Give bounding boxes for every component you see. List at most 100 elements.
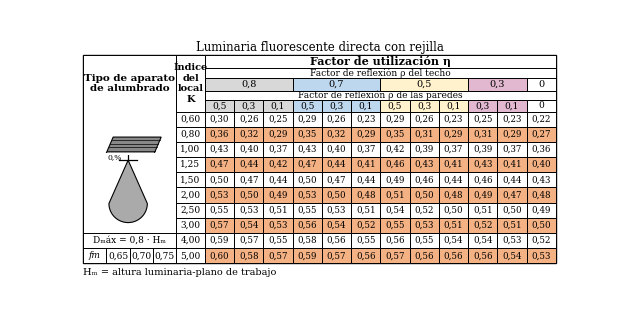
Bar: [351, 112, 381, 127]
Bar: [234, 218, 263, 233]
Text: 0,40: 0,40: [327, 145, 346, 154]
Text: 0,46: 0,46: [414, 175, 434, 184]
Bar: [498, 142, 527, 157]
Text: 0,3: 0,3: [417, 101, 432, 110]
Text: 0,43: 0,43: [210, 145, 229, 154]
Text: 0,56: 0,56: [385, 236, 405, 245]
Text: 0,39: 0,39: [473, 145, 493, 154]
Bar: [322, 233, 351, 248]
Bar: [410, 127, 439, 142]
Text: 1,25: 1,25: [180, 160, 200, 169]
Text: 0,30: 0,30: [210, 115, 230, 124]
Bar: [205, 218, 234, 233]
Text: 0,54: 0,54: [503, 251, 522, 260]
Text: 0,58: 0,58: [297, 236, 317, 245]
Text: 0,48: 0,48: [531, 190, 551, 199]
Bar: [322, 142, 351, 157]
Bar: [468, 187, 498, 202]
Text: 0,51: 0,51: [385, 190, 405, 199]
Text: 0,27: 0,27: [532, 130, 551, 139]
Text: 0,55: 0,55: [356, 236, 376, 245]
Bar: [322, 127, 351, 142]
Text: 0,52: 0,52: [473, 221, 493, 230]
Text: 0,53: 0,53: [210, 190, 229, 199]
Text: 0,54: 0,54: [385, 206, 405, 215]
Bar: [410, 202, 439, 218]
Bar: [381, 233, 410, 248]
Text: 0,48: 0,48: [443, 190, 463, 199]
Text: 0,55: 0,55: [210, 206, 230, 215]
Text: 0,53: 0,53: [297, 190, 317, 199]
Text: 0,49: 0,49: [473, 190, 493, 199]
Bar: [234, 248, 263, 263]
Bar: [234, 172, 263, 187]
Text: 0,5: 0,5: [388, 101, 402, 110]
Bar: [292, 233, 322, 248]
Bar: [205, 248, 234, 263]
Bar: [468, 127, 498, 142]
Bar: [527, 233, 556, 248]
Text: 0,43: 0,43: [532, 175, 551, 184]
Text: 0,65: 0,65: [108, 251, 128, 260]
Bar: [498, 100, 527, 112]
Bar: [498, 187, 527, 202]
Bar: [410, 187, 439, 202]
Bar: [351, 142, 381, 157]
Text: 0,43: 0,43: [415, 160, 434, 169]
Bar: [381, 202, 410, 218]
Bar: [439, 218, 468, 233]
Bar: [527, 142, 556, 157]
Text: 0,51: 0,51: [268, 206, 288, 215]
Text: 0,50: 0,50: [502, 206, 522, 215]
Bar: [205, 91, 556, 100]
Bar: [468, 202, 498, 218]
Bar: [292, 112, 322, 127]
Text: 0,40: 0,40: [531, 160, 551, 169]
Text: 0,44: 0,44: [503, 175, 522, 184]
Text: 0,80: 0,80: [180, 130, 200, 139]
Text: 0,23: 0,23: [503, 115, 522, 124]
Text: 0,37: 0,37: [268, 145, 288, 154]
Text: 0,47: 0,47: [210, 160, 230, 169]
Text: 0,50: 0,50: [327, 190, 346, 199]
Bar: [351, 233, 381, 248]
Text: 0,57: 0,57: [385, 251, 405, 260]
Bar: [322, 172, 351, 187]
Bar: [292, 100, 322, 112]
Bar: [83, 55, 176, 263]
Bar: [439, 248, 468, 263]
Text: 0,53: 0,53: [532, 251, 551, 260]
Bar: [439, 172, 468, 187]
Text: 0,42: 0,42: [385, 145, 405, 154]
Bar: [292, 142, 322, 157]
Bar: [381, 78, 468, 91]
Text: 0,70: 0,70: [131, 251, 151, 260]
Bar: [205, 112, 234, 127]
Bar: [410, 157, 439, 172]
Bar: [351, 172, 381, 187]
Bar: [234, 157, 263, 172]
Bar: [176, 202, 205, 218]
Bar: [205, 233, 234, 248]
Text: 0,55: 0,55: [385, 221, 405, 230]
Bar: [205, 127, 234, 142]
Text: Tipo de aparato
de alumbrado: Tipo de aparato de alumbrado: [84, 74, 175, 93]
Bar: [351, 127, 381, 142]
Bar: [468, 78, 527, 91]
Bar: [381, 100, 410, 112]
Bar: [292, 248, 322, 263]
Bar: [205, 172, 234, 187]
Bar: [351, 218, 381, 233]
Text: 0,56: 0,56: [414, 251, 434, 260]
Text: 0,37: 0,37: [356, 145, 376, 154]
Text: 0,1: 0,1: [271, 101, 285, 110]
Bar: [381, 127, 410, 142]
Text: 0,53: 0,53: [327, 206, 346, 215]
Text: 0,60: 0,60: [210, 251, 230, 260]
Bar: [322, 248, 351, 263]
Bar: [263, 157, 292, 172]
Text: 0,49: 0,49: [385, 175, 405, 184]
Text: 0,59: 0,59: [210, 236, 230, 245]
Bar: [234, 127, 263, 142]
Text: 0,53: 0,53: [239, 206, 258, 215]
